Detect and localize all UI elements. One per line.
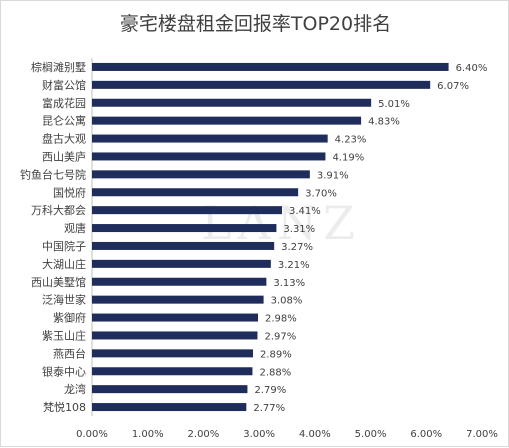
bar bbox=[92, 259, 271, 268]
category-label: 盘古大观 bbox=[42, 132, 86, 146]
category-label: 中国院子 bbox=[42, 239, 86, 253]
data-label: 3.13% bbox=[273, 278, 305, 289]
data-label: 3.08% bbox=[271, 296, 303, 307]
bar bbox=[92, 206, 282, 215]
category-label: 财富公馆 bbox=[42, 78, 86, 92]
bar bbox=[92, 98, 372, 107]
data-label: 5.01% bbox=[378, 99, 410, 110]
data-label: 2.89% bbox=[260, 349, 292, 360]
bar bbox=[92, 295, 264, 304]
data-label: 6.40% bbox=[456, 63, 488, 74]
category-label: 大湖山庄 bbox=[42, 257, 86, 271]
data-label: 2.98% bbox=[265, 314, 297, 325]
category-label: 泛海世家 bbox=[42, 293, 86, 307]
x-tick-label: 1.00% bbox=[132, 429, 164, 440]
bar bbox=[92, 62, 449, 71]
data-label: 2.77% bbox=[253, 403, 285, 414]
x-tick-label: 5.00% bbox=[355, 429, 387, 440]
data-label: 3.31% bbox=[283, 224, 315, 235]
data-label: 3.41% bbox=[289, 206, 321, 217]
x-tick-label: 3.00% bbox=[243, 429, 275, 440]
data-label: 3.21% bbox=[278, 260, 310, 271]
data-label: 2.88% bbox=[259, 367, 291, 378]
category-label: 西山美庐 bbox=[42, 149, 86, 163]
category-label: 富成花园 bbox=[42, 96, 86, 110]
bar bbox=[92, 277, 267, 286]
bar bbox=[92, 241, 275, 250]
x-tick-label: 6.00% bbox=[410, 429, 442, 440]
data-label: 2.79% bbox=[254, 385, 286, 396]
category-label: 昆仑公寓 bbox=[42, 114, 86, 128]
category-label: 梵悦108 bbox=[43, 400, 86, 414]
bar bbox=[92, 80, 431, 89]
bar bbox=[92, 134, 328, 143]
category-label: 国悦府 bbox=[53, 185, 86, 199]
data-label: 3.91% bbox=[317, 170, 349, 181]
category-label: 燕西台 bbox=[53, 346, 86, 360]
data-label: 6.07% bbox=[437, 81, 469, 92]
bar bbox=[92, 403, 247, 412]
bar bbox=[92, 313, 259, 322]
data-label: 2.97% bbox=[264, 331, 296, 342]
category-label: 万科大都会 bbox=[31, 203, 86, 217]
bar bbox=[92, 116, 362, 125]
category-label: 龙湾 bbox=[64, 382, 86, 396]
data-label: 3.27% bbox=[281, 242, 313, 253]
x-tick-label: 7.00% bbox=[466, 429, 498, 440]
category-label: 紫御府 bbox=[53, 311, 86, 325]
category-label: 棕榈滩别墅 bbox=[31, 60, 86, 74]
x-tick-label: 2.00% bbox=[188, 429, 220, 440]
bar bbox=[92, 188, 299, 197]
x-tick-label: 0.00% bbox=[76, 429, 108, 440]
bar bbox=[92, 385, 248, 394]
category-label: 银泰中心 bbox=[42, 364, 86, 378]
category-label: 西山美墅馆 bbox=[31, 275, 86, 289]
chart-title: 豪宅楼盘租金回报率TOP20排名 bbox=[119, 13, 392, 35]
watermark-logo: LANZ bbox=[201, 196, 361, 250]
bar bbox=[92, 331, 258, 340]
x-tick-label: 4.00% bbox=[299, 429, 331, 440]
data-label: 4.19% bbox=[332, 152, 364, 163]
data-label: 3.70% bbox=[305, 188, 337, 199]
category-label: 紫玉山庄 bbox=[42, 328, 86, 342]
bar bbox=[92, 224, 277, 233]
data-label: 4.83% bbox=[368, 117, 400, 128]
bar bbox=[92, 152, 326, 161]
bar bbox=[92, 349, 254, 358]
category-label: 观唐 bbox=[64, 221, 86, 235]
data-label: 4.23% bbox=[335, 135, 367, 146]
category-label: 钓鱼台七号院 bbox=[20, 167, 86, 181]
bar bbox=[92, 170, 310, 179]
bar bbox=[92, 367, 253, 376]
